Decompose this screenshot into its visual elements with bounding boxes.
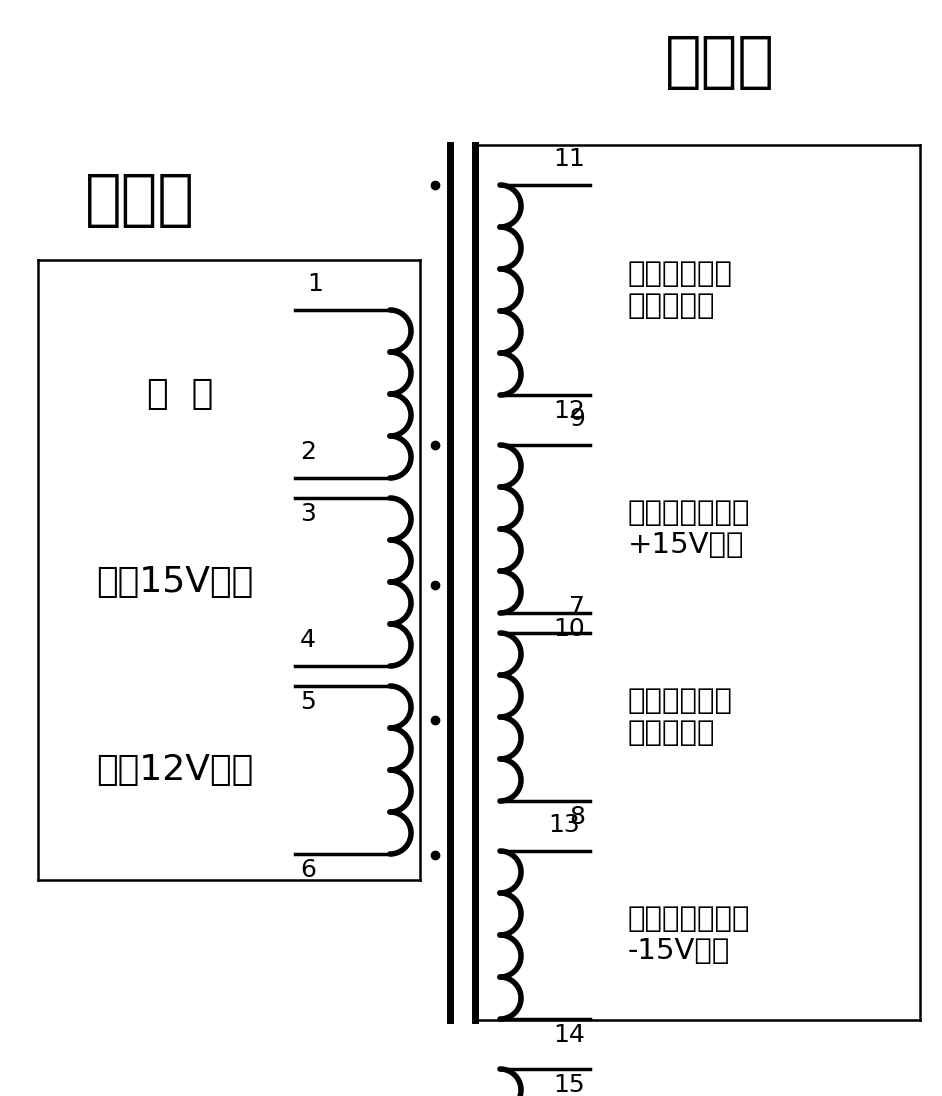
Text: 低压12V电源: 低压12V电源 xyxy=(96,753,253,787)
Text: 高压组: 高压组 xyxy=(665,33,775,91)
Text: 截止负电源: 截止负电源 xyxy=(628,719,716,747)
Text: 12: 12 xyxy=(553,399,585,423)
Text: 低压组: 低压组 xyxy=(85,171,195,229)
Text: 5: 5 xyxy=(300,690,316,713)
Text: 调制器行波管: 调制器行波管 xyxy=(628,260,733,288)
Text: 调制器稳压电路: 调制器稳压电路 xyxy=(628,499,751,527)
Text: 开启正电源: 开启正电源 xyxy=(628,292,716,320)
Text: 低压15V电源: 低压15V电源 xyxy=(96,566,253,600)
Text: 调制器行波管: 调制器行波管 xyxy=(628,687,733,715)
Text: +15V供电: +15V供电 xyxy=(628,530,744,559)
Text: 3: 3 xyxy=(300,502,316,526)
Text: 14: 14 xyxy=(553,1023,585,1047)
Text: 调制器稳压电路: 调制器稳压电路 xyxy=(628,905,751,933)
Text: 9: 9 xyxy=(569,407,585,431)
Text: 8: 8 xyxy=(569,804,585,829)
Text: 7: 7 xyxy=(569,595,585,619)
Text: 10: 10 xyxy=(553,617,585,641)
Text: 初  级: 初 级 xyxy=(147,377,213,411)
Text: 15: 15 xyxy=(553,1073,585,1096)
Text: 13: 13 xyxy=(548,813,580,837)
Text: 2: 2 xyxy=(300,439,316,464)
Text: 6: 6 xyxy=(300,858,316,882)
Text: -15V供电: -15V供电 xyxy=(628,937,730,964)
Text: 1: 1 xyxy=(307,272,323,296)
Text: 11: 11 xyxy=(553,147,585,171)
Text: 4: 4 xyxy=(300,628,316,652)
